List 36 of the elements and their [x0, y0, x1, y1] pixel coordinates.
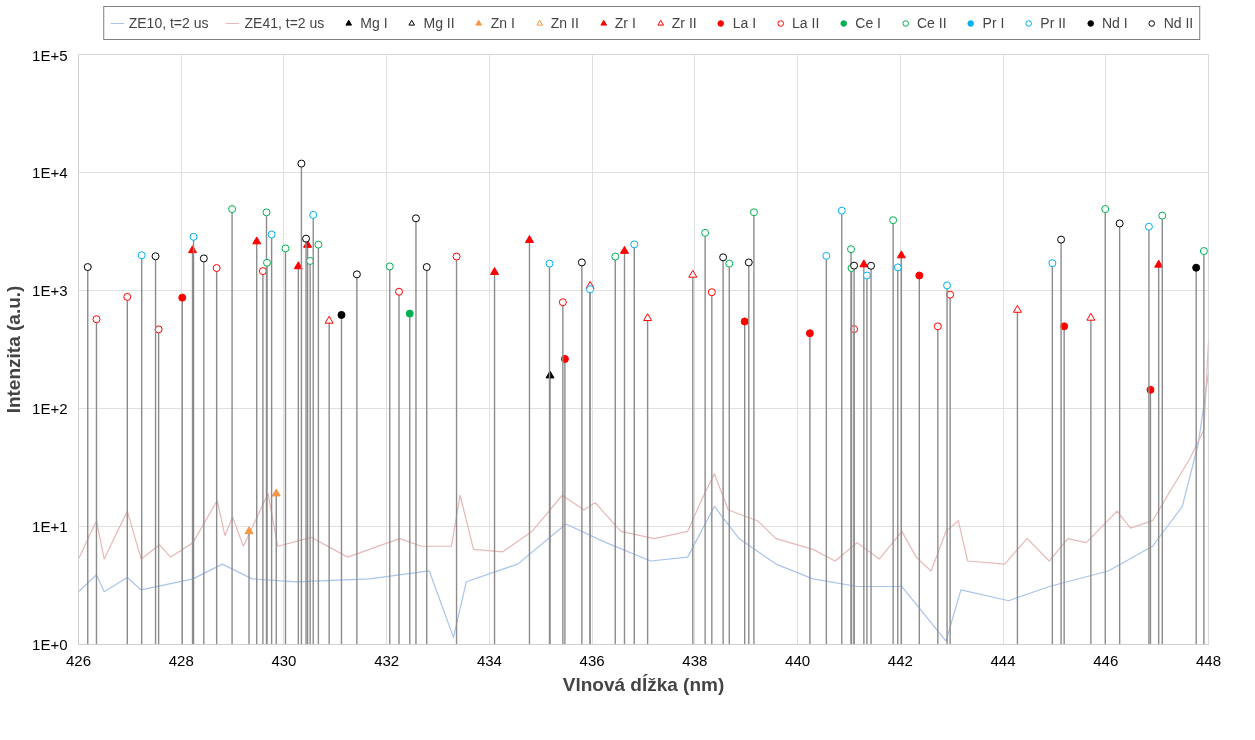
legend-label: Zr I	[614, 15, 636, 31]
legend-label: Pr II	[1040, 15, 1067, 31]
legend-label: Ce II	[916, 15, 947, 31]
y-tick-label: 1E+3	[32, 282, 68, 299]
y-tick-label: 1E+5	[32, 46, 68, 64]
legend-label: Zn I	[490, 15, 515, 31]
x-tick-label: 430	[271, 651, 297, 669]
x-axis-title: Vlnová dĺžka (nm)	[562, 673, 725, 695]
y-tick-label: 1E+2	[32, 400, 68, 417]
x-tick-label: 448	[1195, 651, 1222, 669]
y-axis-title: Intenzita (a.u.)	[3, 285, 25, 414]
x-tick-label: 446	[1093, 651, 1119, 669]
x-tick-label: 436	[579, 651, 605, 669]
y-tick-label: 1E+1	[32, 518, 68, 535]
x-tick-label: 432	[374, 651, 400, 669]
x-tick-label: 426	[65, 651, 92, 669]
x-tick-label: 440	[785, 651, 811, 669]
legend-label: ZE10, t=2 us	[128, 15, 209, 31]
x-tick-label: 444	[990, 651, 1016, 669]
legend-label: ZE41, t=2 us	[244, 15, 325, 31]
legend-label: Mg I	[360, 15, 388, 31]
x-tick-label: 442	[887, 651, 913, 669]
legend-label: La II	[792, 15, 820, 31]
x-tick-label: 434	[476, 651, 502, 669]
legend-label: Nd I	[1102, 15, 1128, 31]
legend-label: La I	[732, 15, 757, 31]
y-tick-label: 1E+4	[32, 164, 68, 181]
x-tick-label: 428	[168, 651, 194, 669]
y-tick-label: 1E+0	[32, 636, 68, 653]
x-tick-label: 438	[682, 651, 708, 669]
legend-label: Pr I	[982, 15, 1005, 31]
legend-label: Zn II	[550, 15, 579, 31]
legend-label: Mg II	[423, 15, 455, 31]
legend-label: Zr II	[671, 15, 697, 31]
legend-label: Nd II	[1163, 15, 1194, 31]
legend-label: Ce I	[855, 15, 881, 31]
